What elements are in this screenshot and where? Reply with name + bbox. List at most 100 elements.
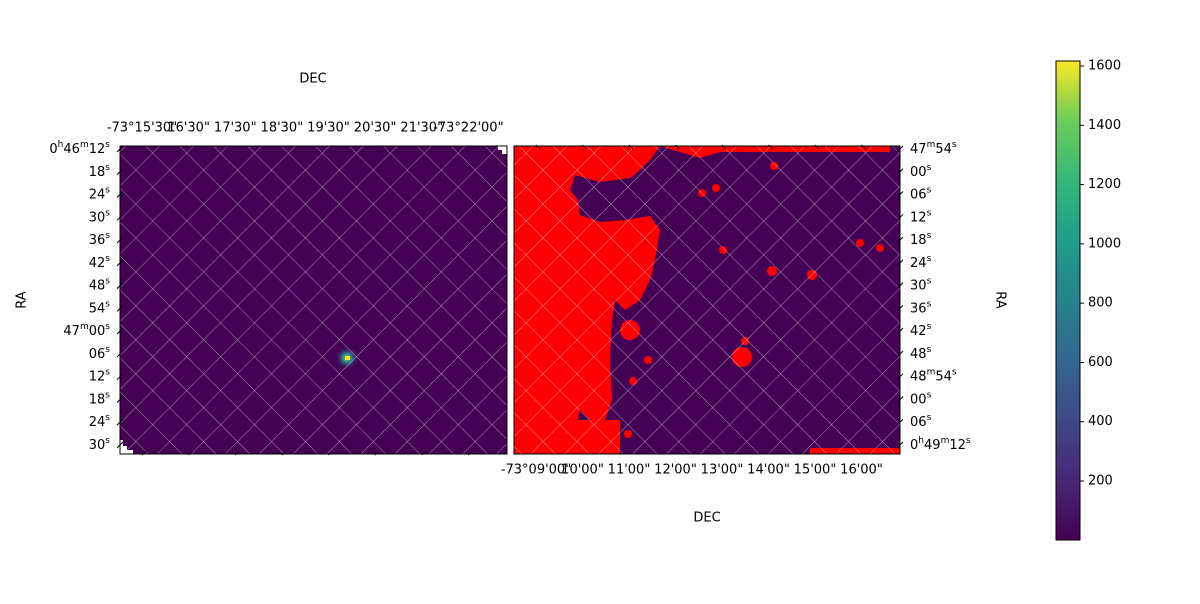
x-tick-label: 15'00" [794,463,837,478]
x-tick [421,450,427,456]
y-tick-label: 47m54s [910,140,957,157]
x-tick [281,450,287,456]
y-tick [896,145,904,153]
y-tick-label: 18s [910,231,932,248]
x-tick [675,144,680,150]
x-tick [374,450,380,456]
x-tick-label: 14'00" [747,463,790,478]
x-tick-label: 16'30" [167,121,210,136]
y-tick-label: 0h46m12s [49,140,110,157]
x-tick-label: 11'00" [608,463,651,478]
y-tick [896,305,904,312]
y-tick [116,168,124,176]
x-tick [768,144,773,150]
y-tick [896,282,904,289]
x-tick-label: 20'30" [354,121,397,136]
colorbar [1055,60,1081,541]
colorbar-tick-label: 800 [1088,296,1113,311]
x-axis-label: DEC [299,72,326,87]
y-tick [116,282,124,289]
y-tick-label: 06s [910,413,932,430]
colorbar-tick-label: 400 [1088,414,1113,429]
x-tick [535,144,541,150]
colorbar-tick-label: 1600 [1088,59,1121,74]
y-tick [896,373,904,381]
x-axis-label: DEC [693,511,720,526]
x-tick-label: 19'30" [307,121,350,136]
y-tick-label: 30s [910,276,932,293]
y-tick [896,418,904,426]
y-tick-label: 36s [910,299,932,316]
y-tick-label: 00s [910,162,932,179]
y-tick [116,305,124,312]
colorbar-tick-label: 1000 [1088,236,1121,251]
y-tick [896,327,904,335]
y-tick [116,418,124,426]
y-tick [896,441,904,449]
x-tick [861,144,866,150]
y-tick [896,259,904,267]
y-tick-label: 12s [910,208,932,225]
y-tick [896,236,904,244]
y-tick-label: 36s [89,231,111,248]
y-tick-label: 48s [89,276,111,293]
x-tick-label: -73°22'00" [433,121,503,136]
y-tick-label: 24s [910,253,932,270]
y-tick-label: 24s [89,413,111,430]
y-tick [116,327,124,335]
left-image [119,145,508,455]
y-tick-label: 06s [89,344,111,361]
colorbar-tick-label: 1200 [1088,177,1121,192]
x-tick-label: 12'00" [654,463,697,478]
x-tick-label: 16'00" [840,463,883,478]
x-tick [141,450,147,456]
x-tick [188,450,193,456]
right-image [513,145,901,455]
y-tick [116,191,124,198]
y-tick-label: 12s [89,367,111,384]
y-tick-label: 0h49m12s [910,436,971,453]
y-tick [116,441,124,449]
y-axis-label: RA [15,291,30,309]
x-tick [468,450,473,456]
x-tick-label: 10'00" [561,463,604,478]
x-tick-label: -73°09'00" [501,463,571,478]
y-axis-label: RA [993,291,1008,309]
colorbar-tick-label: 600 [1088,355,1113,370]
y-tick-label: 06s [910,185,932,202]
y-tick [896,396,904,403]
y-tick-label: 54s [89,299,111,316]
x-tick [328,450,333,456]
x-tick-label: 21'30" [400,121,443,136]
y-tick [116,259,124,267]
y-tick-label: 00s [910,390,932,407]
colorbar-tick-label: 1400 [1088,118,1121,133]
y-tick [116,350,124,358]
x-tick-label: 17'30" [214,121,257,136]
x-tick-label: 18'30" [261,121,304,136]
y-tick-label: 18s [89,162,111,179]
x-tick-label: 13'00" [701,463,744,478]
y-tick-label: 47m00s [63,322,110,339]
y-tick-label: 30s [89,208,111,225]
x-tick-label: -73°15'30" [107,121,177,136]
y-tick [896,213,904,221]
y-tick [896,168,904,176]
y-tick [896,350,904,358]
y-tick-label: 30s [89,436,111,453]
colorbar-tick-label: 200 [1088,474,1113,489]
y-tick-label: 42s [910,322,932,339]
y-tick [116,396,124,403]
y-tick [116,213,124,221]
x-tick [234,450,240,456]
y-tick-label: 18s [89,390,111,407]
y-tick [116,145,124,153]
x-tick [721,144,727,150]
y-tick [116,236,124,244]
x-tick [582,144,587,150]
x-tick [814,144,820,150]
y-tick [116,373,124,381]
y-tick [896,191,904,198]
y-tick-label: 42s [89,253,111,270]
